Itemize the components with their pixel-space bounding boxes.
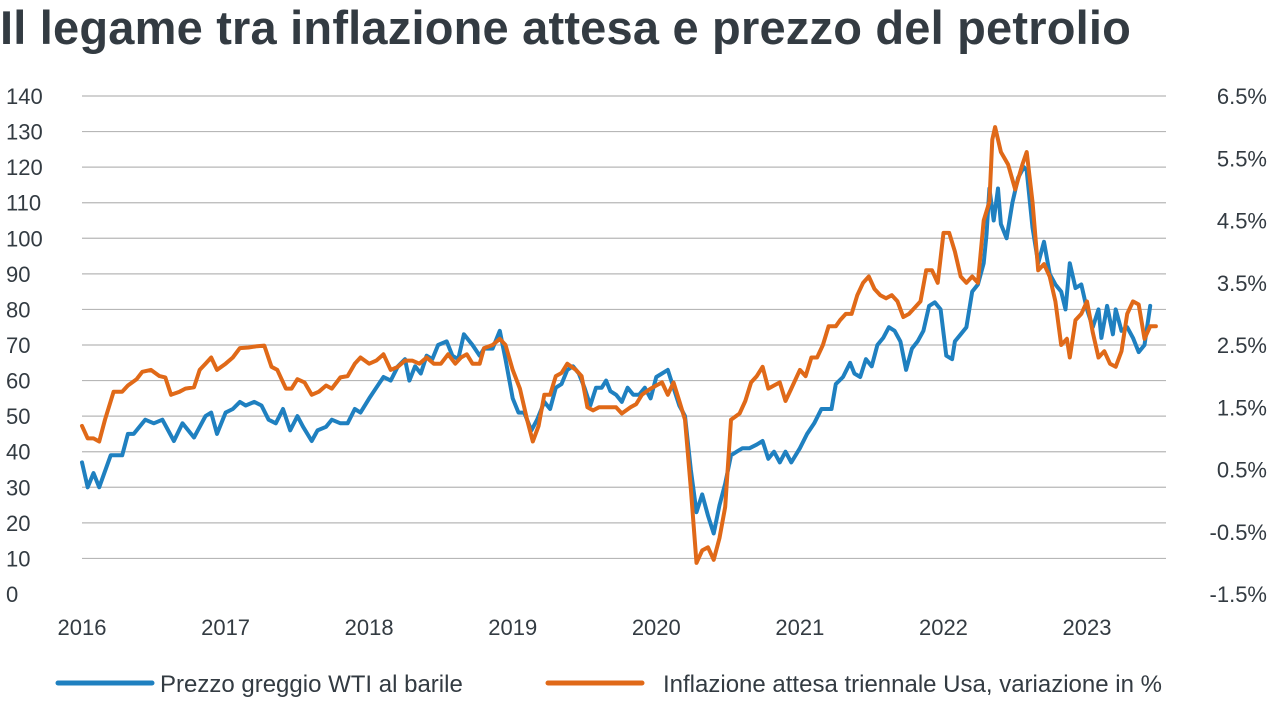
x-axis-tick-label: 2016 [58,615,107,640]
x-axis-tick-label: 2017 [201,615,250,640]
left-axis-tick-label: 120 [6,155,43,180]
right-axis-tick-label: 0.5% [1217,458,1267,483]
left-axis-tick-label: 140 [6,84,43,109]
left-axis-tick-label: 0 [6,582,18,607]
series-line-1 [80,165,1153,536]
left-axis-tick-label: 20 [6,511,30,536]
right-axis-tick-label: 3.5% [1217,271,1267,296]
gridlines [82,95,1166,560]
series-lines [80,125,1158,565]
right-axis-tick-labels: -1.5% -0.5% 0.5% 1.5% 2.5% 3.5% 4.5% 5.5% 6.5% [1210,84,1267,607]
x-axis-tick-label: 2020 [632,615,681,640]
left-axis-tick-label: 30 [6,475,30,500]
legend: Prezzo greggio WTI al barile Inflazione a… [55,671,1162,698]
left-axis-tick-label: 40 [6,440,30,465]
x-axis-tick-label: 2021 [775,615,824,640]
legend-label-2: Inflazione attesa triennale Usa, variazi… [663,671,1162,698]
left-axis-tick-label: 10 [6,546,30,571]
x-axis-tick-label: 2019 [488,615,537,640]
left-axis-tick-label: 80 [6,297,30,322]
right-axis-tick-label: 6.5% [1217,84,1267,109]
series-line-2 [80,125,1158,565]
right-axis-tick-label: 5.5% [1217,146,1267,171]
left-axis-tick-label: 90 [6,262,30,287]
right-axis-tick-label: -0.5% [1210,520,1267,545]
left-axis-tick-label: 110 [6,191,41,216]
x-axis-tick-label: 2022 [919,615,968,640]
right-axis-tick-label: 2.5% [1217,333,1267,358]
left-axis-tick-labels: 0 10 20 30 40 50 60 70 80 90 100 110 120 130 140 [6,84,43,607]
left-axis-tick-label: 70 [6,333,30,358]
left-axis-tick-label: 100 [6,226,43,251]
right-axis-tick-label: -1.5% [1210,582,1267,607]
x-axis-tick-labels: 2016 2017 2018 2019 2020 2021 2022 2023 [58,615,1112,640]
x-axis-tick-label: 2023 [1063,615,1112,640]
right-axis-tick-label: 1.5% [1217,395,1267,420]
right-axis-tick-label: 4.5% [1217,209,1267,234]
x-axis-tick-label: 2018 [345,615,394,640]
chart-title: Il legame tra inflazione attesa e prezzo… [0,1,1132,54]
left-axis-tick-label: 60 [6,369,30,394]
left-axis-tick-label: 50 [6,404,30,429]
legend-label-1: Prezzo greggio WTI al barile [160,671,463,698]
left-axis-tick-label: 130 [6,120,43,145]
